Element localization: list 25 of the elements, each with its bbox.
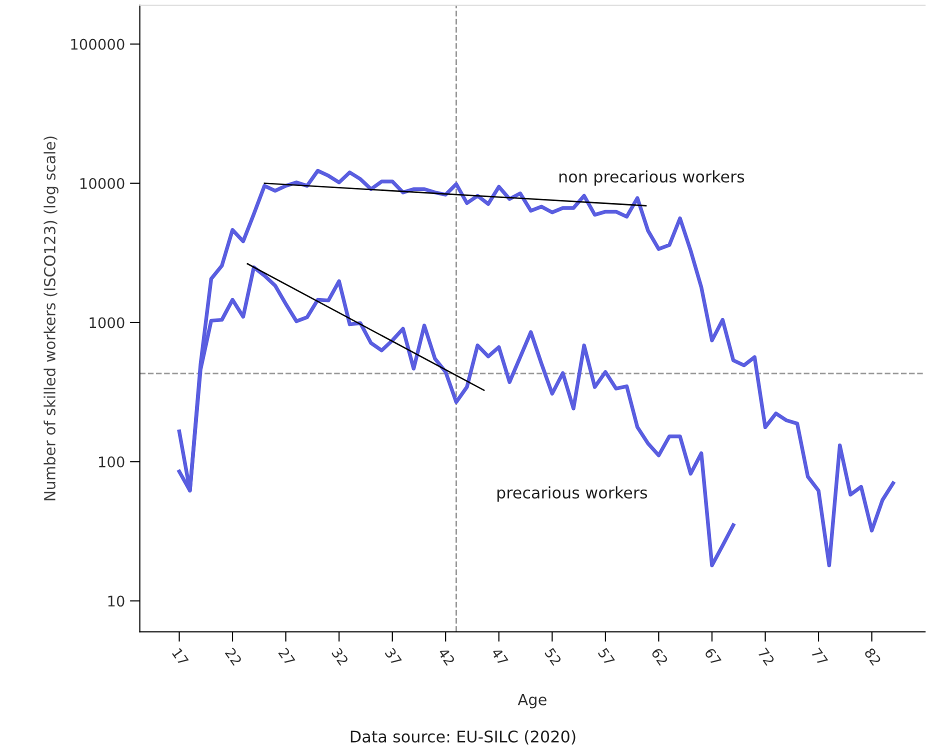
y-tick-label: 10000 [80, 178, 124, 190]
x-tick-label: 17 [172, 648, 189, 666]
y-tick-label: 10 [108, 596, 124, 607]
x-tick-label: 77 [810, 648, 828, 666]
annotation: precarious workers [497, 486, 648, 502]
x-tick-label: 32 [331, 647, 349, 666]
y-tick-label: 100 [99, 456, 124, 468]
y-axis-title: Number of skilled workers (ISCO123) (log scale) [44, 136, 58, 500]
x-tick-label: 42 [438, 647, 456, 666]
x-tick-label: 67 [704, 647, 722, 666]
x-tick-label: 47 [491, 647, 508, 666]
x-tick-label: 82 [864, 647, 882, 666]
source-note: Data source: EU-SILC (2020) [350, 730, 576, 744]
x-axis-title: Age [518, 694, 546, 708]
x-tick-label: 27 [278, 647, 296, 666]
x-tick-label: 62 [650, 647, 668, 666]
y-tick-label: 1000 [90, 317, 124, 328]
x-tick-label: 22 [224, 647, 242, 666]
annotation: non precarious workers [559, 170, 744, 186]
x-tick-label: 37 [384, 647, 402, 666]
line-series [177, 168, 895, 568]
x-tick-label: 52 [544, 647, 562, 666]
y-tick-label: 100000 [71, 38, 124, 50]
x-tick-label: 57 [598, 647, 615, 666]
x-tick-label: 72 [758, 647, 775, 666]
